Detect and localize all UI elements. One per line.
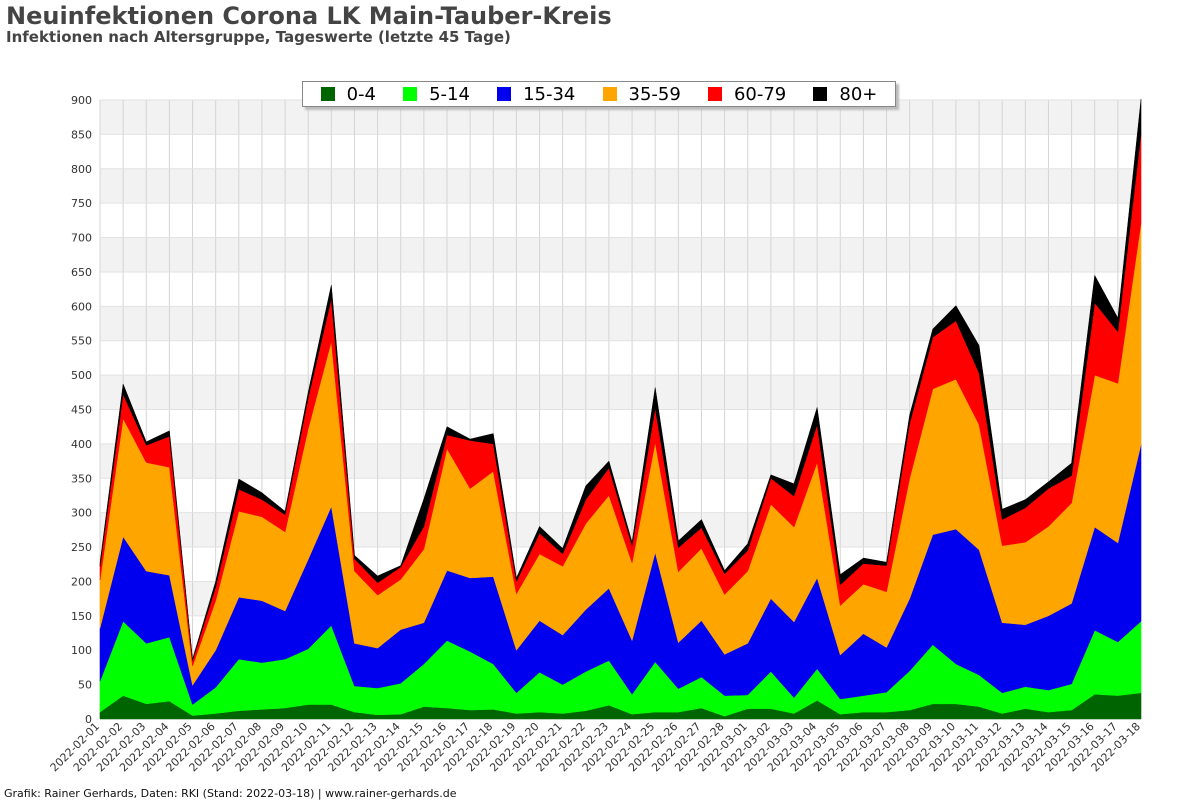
area-series-80+ [99, 99, 1142, 661]
y-tick-label: 150 [71, 610, 92, 623]
chart-subtitle: Infektionen nach Altersgruppe, Tageswert… [6, 28, 511, 46]
legend-swatch [403, 87, 418, 101]
y-tick-label: 550 [71, 335, 92, 348]
y-tick-label: 400 [71, 438, 92, 451]
legend-swatch [320, 87, 335, 101]
legend-label: 15-34 [523, 83, 576, 105]
y-tick-label: 100 [71, 644, 92, 657]
legend-swatch [707, 87, 722, 101]
y-tick-label: 250 [71, 541, 92, 554]
chart-title: Neuinfektionen Corona LK Main-Tauber-Kre… [6, 2, 612, 30]
legend-item: 80+ [813, 84, 877, 105]
y-tick-label: 800 [71, 163, 92, 176]
grid-band [100, 168, 1141, 204]
legend-swatch [497, 87, 512, 101]
y-tick-label: 650 [71, 266, 92, 279]
legend-item: 0-4 [320, 83, 376, 105]
legend-label: 0-4 [346, 83, 376, 105]
y-tick-label: 850 [71, 128, 92, 141]
legend-label: 35-59 [628, 83, 681, 105]
legend-label: 60-79 [733, 83, 787, 105]
y-tick-label: 300 [71, 507, 92, 520]
grid-band [100, 306, 1141, 341]
y-tick-label: 350 [71, 472, 92, 485]
y-tick-label: 50 [78, 679, 92, 692]
legend-label: 5-14 [429, 83, 470, 105]
grid-band [100, 237, 1141, 272]
legend-item: 60-79 [707, 83, 787, 105]
legend-item: 35-59 [602, 83, 681, 105]
y-tick-label: 0 [85, 713, 92, 726]
y-tick-label: 750 [71, 197, 92, 210]
legend-item: 5-14 [403, 84, 470, 105]
y-tick-label: 700 [71, 232, 92, 245]
y-tick-label: 600 [71, 300, 92, 313]
y-tick-label: 900 [71, 94, 92, 107]
legend-label: 80+ [839, 83, 878, 105]
footer-credit: Grafik: Rainer Gerhards, Daten: RKI (Sta… [4, 787, 457, 800]
legend-item: 15-34 [497, 84, 575, 105]
y-tick-label: 500 [71, 369, 92, 382]
legend-swatch [602, 87, 617, 101]
chart-legend: 0-4 5-14 15-34 35-59 60-79 80+ [302, 81, 896, 107]
legend-swatch [813, 87, 828, 101]
y-tick-label: 200 [71, 575, 92, 588]
y-tick-label: 450 [71, 404, 92, 417]
